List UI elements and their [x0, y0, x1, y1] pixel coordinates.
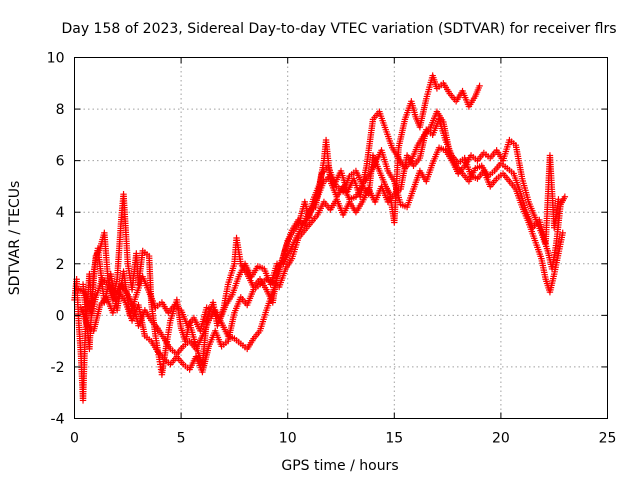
data-point-marker [476, 82, 483, 90]
x-tick-label: 15 [385, 431, 403, 447]
axis-ticks: 0 5 10 15 20 25 -4 -2 0 2 4 6 8 10 [47, 51, 617, 447]
x-tick-label: 5 [177, 431, 186, 447]
x-tick-label: 10 [279, 431, 297, 447]
data-point-marker [559, 229, 566, 237]
data-point-marker [555, 196, 562, 203]
x-tick-label: 0 [70, 431, 79, 447]
y-tick-label: 10 [47, 51, 65, 67]
grid-lines [74, 57, 608, 419]
y-axis-label: SDTVAR / TECUs [7, 181, 23, 296]
chart-title: Day 158 of 2023, Sidereal Day-to-day VTE… [61, 21, 616, 37]
x-tick-label: 25 [599, 431, 617, 447]
y-tick-label: 6 [56, 154, 65, 170]
y-tick-label: 0 [56, 308, 65, 324]
y-tick-label: 8 [56, 102, 65, 118]
x-tick-label: 20 [492, 431, 510, 447]
y-tick-label: 4 [56, 205, 65, 221]
y-tick-label: -4 [51, 412, 65, 428]
y-tick-label: 2 [56, 257, 65, 273]
data-point-marker [561, 193, 569, 200]
y-tick-label: -2 [51, 360, 65, 376]
plot-frame [74, 57, 608, 419]
x-axis-label: GPS time / hours [281, 458, 398, 474]
data-marks [71, 72, 569, 404]
